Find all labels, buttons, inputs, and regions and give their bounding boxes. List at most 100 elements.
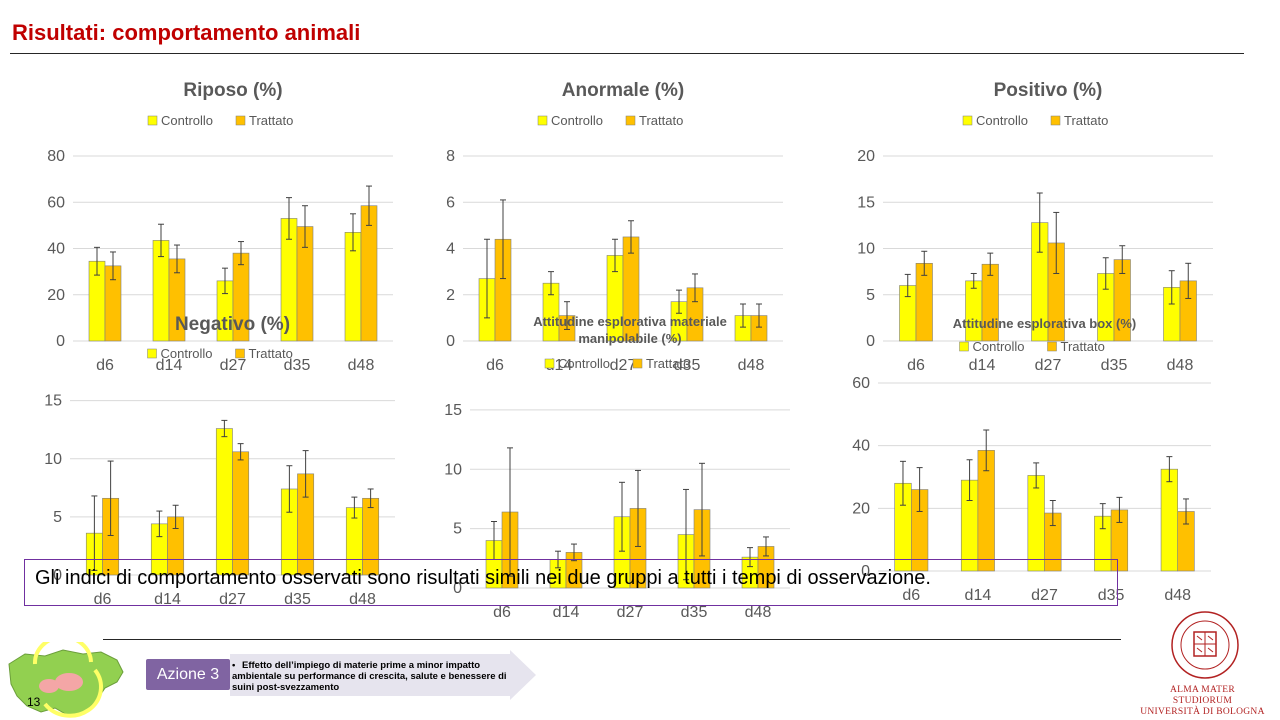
summary-box: Gli indici di comportamento osservati so… [24, 559, 1118, 606]
university-seal-icon [1171, 611, 1239, 679]
legend-swatch [544, 358, 555, 369]
y-tick-label: 5 [53, 509, 62, 526]
y-tick-label: 15 [444, 402, 462, 419]
x-tick-label: d27 [1035, 357, 1062, 374]
x-tick-label: d27 [220, 357, 247, 374]
legend-label: Trattato [1064, 113, 1108, 128]
azione-arrow-shape [230, 650, 536, 700]
bar-controllo [215, 428, 233, 576]
y-tick-label: 20 [47, 287, 65, 304]
y-tick-label: 15 [44, 393, 62, 410]
y-tick-label: 4 [446, 241, 455, 258]
x-tick-label: d27 [1031, 587, 1058, 604]
y-tick-label: 5 [453, 521, 462, 538]
legend-swatch [235, 348, 245, 359]
region-map-icon [8, 642, 124, 718]
x-tick-label: d35 [284, 591, 311, 608]
x-tick-label: d14 [156, 357, 183, 374]
x-tick-label: d48 [348, 357, 375, 374]
x-tick-label: d14 [154, 591, 181, 608]
legend-swatch [537, 115, 548, 126]
y-tick-label: 80 [47, 148, 65, 165]
legend-label: Controllo [551, 113, 603, 128]
legend-swatch [147, 115, 158, 126]
y-tick-label: 5 [866, 287, 875, 304]
legend-label: Controllo [973, 339, 1025, 354]
x-tick-label: d27 [219, 591, 246, 608]
footer-divider [103, 639, 1121, 640]
x-tick-label: d35 [674, 357, 701, 374]
legend-label: Controllo [161, 113, 213, 128]
chart-canvas: Riposo (%) Controllo Trattato 0 20 40 60 80 d6 d1… [47, 80, 393, 374]
x-tick-label: d6 [96, 357, 114, 374]
legend-label: Trattato [639, 113, 683, 128]
x-tick-label: d6 [486, 357, 504, 374]
y-tick-label: 0 [53, 567, 62, 584]
x-tick-label: d48 [745, 604, 772, 621]
legend-label: Controllo [161, 346, 213, 361]
chart-negativo: Negativo (%) Controllo Trattato 0 5 10 15 d6 d14… [30, 312, 395, 608]
legend-swatch [1047, 341, 1057, 352]
chart-canvas: Attitudine esplorativa materiale manipola… [444, 314, 790, 621]
legend-swatch [959, 341, 969, 352]
azione-description-text: Effetto dell’impiego di materie prime a … [232, 660, 507, 693]
x-tick-label: d6 [493, 604, 511, 621]
y-tick-label: 0 [446, 333, 455, 350]
y-tick-label: 8 [446, 148, 455, 165]
y-tick-label: 60 [852, 375, 870, 392]
chart-title: Attitudine esplorativa materiale [533, 314, 727, 329]
x-tick-label: d14 [553, 604, 580, 621]
bar-controllo [1160, 468, 1178, 572]
legend-swatch [1050, 115, 1061, 126]
x-tick-label: d14 [965, 587, 992, 604]
x-tick-label: d48 [738, 357, 765, 374]
chart-anormale: Anormale (%) Controllo Trattato 0 2 4 6 8 d6 d14 d… [430, 78, 783, 374]
y-tick-label: 40 [47, 241, 65, 258]
y-tick-label: 0 [453, 580, 462, 597]
chart-title: Anormale (%) [562, 80, 684, 101]
legend-label: Trattato [249, 346, 293, 361]
x-tick-label: d48 [349, 591, 376, 608]
chart-materiale-manipolabile: Attitudine esplorativa materiale manipola… [430, 308, 790, 621]
chart-title: manipolabile (%) [578, 331, 681, 346]
y-tick-label: 0 [866, 333, 875, 350]
x-tick-label: d6 [907, 357, 925, 374]
legend-label: Trattato [646, 356, 690, 371]
y-tick-label: 20 [852, 500, 870, 517]
legend-label: Controllo [558, 356, 610, 371]
y-tick-label: 6 [446, 194, 455, 211]
chart-canvas: Negativo (%) Controllo Trattato 0 5 10 15 d6 d14… [44, 314, 395, 608]
x-tick-label: d27 [610, 357, 637, 374]
x-tick-label: d35 [284, 357, 311, 374]
university-name-line-2: UNIVERSITÀ DI BOLOGNA [1140, 707, 1265, 717]
y-tick-label: 40 [852, 438, 870, 455]
x-tick-label: d35 [1101, 357, 1128, 374]
chart-canvas: Positivo (%) Controllo Trattato 0 5 10 15 20 d6 d… [857, 80, 1213, 374]
x-tick-label: d14 [969, 357, 996, 374]
azione-badge: Azione 3 [146, 659, 230, 690]
x-tick-label: d27 [617, 604, 644, 621]
y-tick-label: 10 [857, 241, 875, 258]
chart-title: Positivo (%) [994, 80, 1103, 101]
chart-canvas: Attitudine esplorativa box (%) Controllo T… [852, 316, 1211, 604]
x-tick-label: d35 [681, 604, 708, 621]
y-tick-label: 0 [56, 333, 65, 350]
university-name: ALMA MATER STUDIORUM UNIVERSITÀ DI BOLOG… [1140, 685, 1265, 718]
title-divider [10, 53, 1244, 54]
y-tick-label: 60 [47, 194, 65, 211]
legend-label: Controllo [976, 113, 1028, 128]
x-tick-label: d48 [1167, 357, 1194, 374]
legend-swatch [632, 358, 643, 369]
chart-title: Negativo (%) [175, 314, 290, 335]
y-tick-label: 10 [44, 451, 62, 468]
chart-esplorativa-box: Attitudine esplorativa box (%) Controllo T… [845, 310, 1235, 604]
slide-title: Risultati: comportamento animali [12, 20, 361, 45]
legend-swatch [625, 115, 636, 126]
y-tick-label: 2 [446, 287, 455, 304]
chart-riposo: Riposo (%) Controllo Trattato 0 20 40 60 80 d6 d1… [25, 78, 393, 374]
x-tick-label: d6 [94, 591, 112, 608]
page-number: 13 [27, 695, 41, 709]
y-tick-label: 10 [444, 461, 462, 478]
y-tick-label: 20 [857, 148, 875, 165]
